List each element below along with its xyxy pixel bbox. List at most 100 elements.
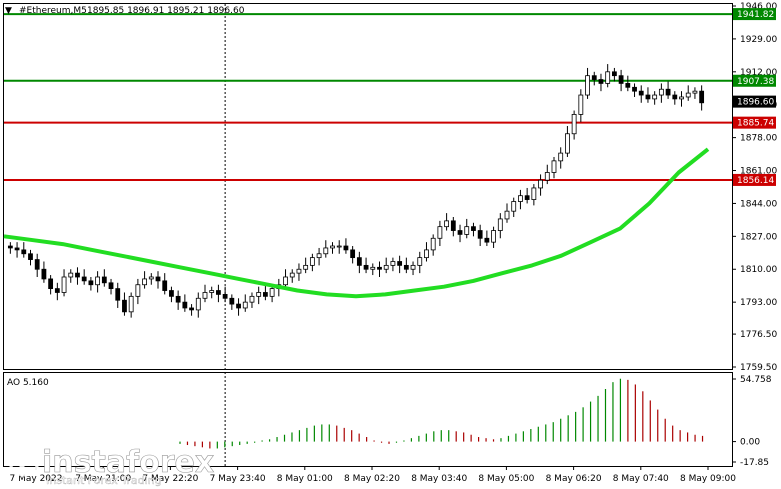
candle-body bbox=[397, 261, 403, 266]
candle-body bbox=[457, 230, 463, 235]
candle-body bbox=[551, 160, 557, 173]
watermark-brand: instaforex bbox=[42, 445, 214, 480]
candle-body bbox=[175, 295, 181, 303]
candle-body bbox=[21, 249, 27, 255]
candle-body bbox=[558, 152, 564, 162]
price-level-label: 1885.74 bbox=[737, 119, 774, 129]
candle-body bbox=[471, 226, 476, 231]
candle-body bbox=[511, 201, 517, 212]
candle-body bbox=[108, 282, 114, 290]
candle-body bbox=[309, 257, 315, 266]
candle-body bbox=[383, 264, 389, 270]
candle-body bbox=[41, 268, 47, 280]
candle-body bbox=[565, 133, 570, 154]
candle-body bbox=[699, 90, 705, 104]
candle-body bbox=[296, 268, 302, 274]
candle-body bbox=[7, 245, 13, 249]
candle-body bbox=[189, 307, 194, 311]
y-tick-label: 1878.00 bbox=[740, 134, 777, 144]
candle-body bbox=[323, 247, 329, 255]
candle-body bbox=[249, 295, 255, 303]
candle-body bbox=[256, 292, 262, 297]
candle-body bbox=[370, 266, 376, 270]
candle-body bbox=[692, 90, 698, 94]
candle-body bbox=[48, 278, 54, 290]
candle-body bbox=[81, 276, 87, 282]
candle-body bbox=[658, 88, 664, 96]
x-tick-label: 8 May 09:00 bbox=[680, 474, 736, 484]
candle-body bbox=[484, 237, 490, 243]
price-level-label: 1941.82 bbox=[737, 10, 774, 20]
candle-body bbox=[95, 276, 101, 286]
candle-body bbox=[242, 301, 248, 309]
candle-body bbox=[625, 83, 631, 88]
candle-body bbox=[685, 92, 691, 98]
x-tick-label: 8 May 01:00 bbox=[277, 474, 333, 484]
ao-title: AO 5.160 bbox=[7, 378, 49, 388]
candle-body bbox=[363, 264, 369, 270]
candle-body bbox=[665, 88, 671, 96]
candle-body bbox=[229, 297, 235, 305]
candle-body bbox=[283, 276, 288, 286]
candle-body bbox=[195, 297, 201, 311]
candle-body bbox=[68, 272, 74, 278]
candle-body bbox=[115, 288, 121, 301]
candle-body bbox=[491, 230, 496, 243]
x-tick-label: 8 May 06:20 bbox=[546, 474, 602, 484]
candle-body bbox=[155, 276, 161, 282]
candle-body bbox=[269, 288, 275, 297]
candle-body bbox=[162, 280, 168, 291]
candle-body bbox=[497, 218, 503, 231]
watermark-logo-icon bbox=[8, 445, 40, 477]
candle-body bbox=[531, 187, 537, 200]
candle-body bbox=[518, 195, 523, 202]
candle-body bbox=[343, 245, 349, 251]
candle-body bbox=[585, 75, 590, 96]
x-tick-label: 8 May 02:20 bbox=[344, 474, 400, 484]
candle-body bbox=[54, 288, 60, 293]
x-axis: 7 May 2022 7 May 21:00 7 May 22:20 7 May 23… bbox=[10, 466, 736, 484]
price-level-label: 1856.14 bbox=[737, 176, 774, 186]
candle-body bbox=[538, 179, 543, 189]
header-triangle-icon: ▼ bbox=[5, 6, 12, 16]
price-level-label-bg bbox=[733, 173, 776, 186]
candle-body bbox=[209, 290, 215, 293]
candle-body bbox=[645, 94, 651, 100]
price-level-label-bg bbox=[733, 116, 776, 129]
candle-body bbox=[350, 249, 356, 259]
candle-body bbox=[142, 278, 147, 286]
y-axis: 1946.001929.001912.001895.001878.001861.… bbox=[732, 2, 777, 468]
candle-body bbox=[377, 266, 382, 270]
y-tick-label: 1844.00 bbox=[740, 199, 777, 209]
watermark-tagline: Instant Forex Trading bbox=[46, 474, 162, 487]
current-price-label: 1896.60 bbox=[737, 98, 774, 108]
candle-body bbox=[504, 210, 510, 220]
candle-body bbox=[618, 75, 624, 84]
header-ohlc: 1895.85 1896.91 1895.21 1896.60 bbox=[87, 6, 245, 16]
candle-body bbox=[148, 276, 154, 280]
y-tick-label: 1861.00 bbox=[740, 167, 777, 177]
price-level-label-bg bbox=[733, 74, 776, 87]
y-tick-label: 1929.00 bbox=[740, 35, 777, 45]
candle-body bbox=[578, 94, 584, 115]
current-price-label-bg bbox=[733, 95, 776, 108]
ao-y-tick-label: -17.85 bbox=[740, 458, 769, 468]
watermark-logo-mark bbox=[14, 453, 30, 469]
x-tick-label: 8 May 07:40 bbox=[613, 474, 669, 484]
candle-body bbox=[303, 264, 309, 270]
y-tick-label: 1793.00 bbox=[740, 298, 777, 308]
x-tick-label: 7 May 22:20 bbox=[142, 474, 198, 484]
header-symbol: #Ethereum,M5 bbox=[19, 6, 87, 16]
ao-plot-frame bbox=[3, 372, 733, 467]
y-tick-label: 1946.00 bbox=[740, 2, 777, 12]
x-tick-label: 8 May 03:40 bbox=[411, 474, 467, 484]
candle-body bbox=[524, 195, 530, 200]
candle-body bbox=[61, 276, 67, 293]
candle-body bbox=[182, 301, 188, 309]
ma-line bbox=[3, 147, 710, 299]
level-labels: 1941.82 1907.38 1885.74 1856.14 1896.60 bbox=[733, 8, 776, 186]
y-tick-label: 1810.00 bbox=[740, 265, 777, 275]
candle-body bbox=[169, 290, 174, 297]
candle-body bbox=[598, 79, 604, 84]
